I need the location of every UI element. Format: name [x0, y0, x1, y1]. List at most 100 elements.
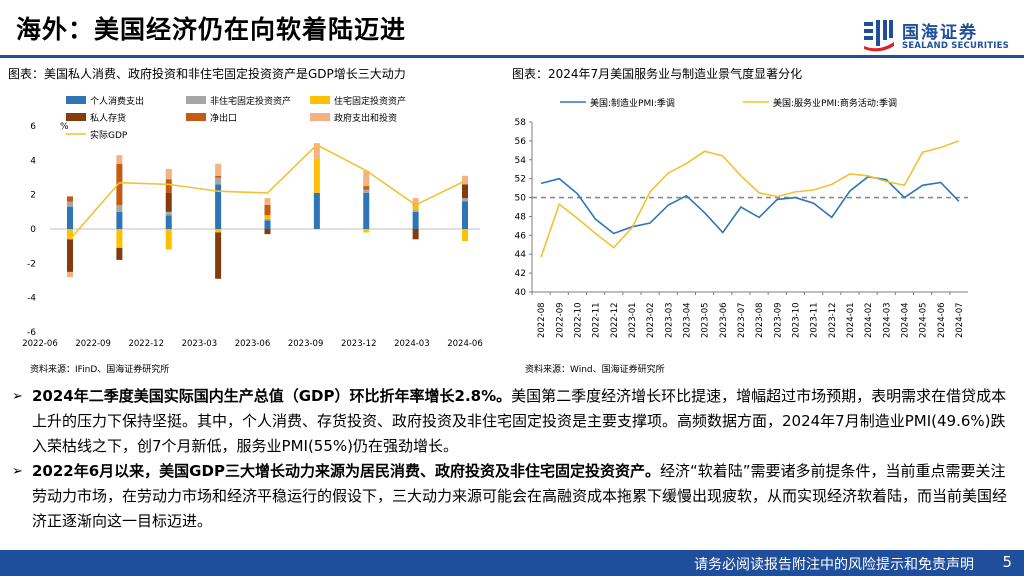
- bullet-text: 经济“软着陆”需要诸多前提条件，当前重点需要关注劳动力市场，在劳动力市场和经济平…: [32, 462, 1008, 530]
- bar-segment: [313, 158, 320, 193]
- logo-english-name: SEALAND SECURITIES: [902, 41, 1009, 51]
- bar-segment: [462, 198, 468, 202]
- page-title: 海外：美国经济仍在向软着陆迈进: [16, 15, 407, 44]
- bullet-text: 美国第二季度经济增长环比提速，增幅超过市场预期，表明需求在借贷成本上升的压力下保…: [32, 387, 1007, 455]
- bar-segment: [264, 220, 271, 229]
- logo-chinese-name: 国海证券: [902, 23, 978, 43]
- bar-segment: [215, 184, 222, 229]
- x-tick-label: 2023-11: [810, 302, 820, 338]
- bar-segment: [264, 229, 271, 235]
- legend-label: 美国:制造业PMI:季调: [590, 97, 675, 109]
- bar-segment: [215, 229, 222, 233]
- bar-segment: [363, 229, 370, 233]
- x-tick-label: 2023-03: [664, 302, 674, 338]
- y-tick-label: -2: [27, 259, 36, 269]
- bar-segment: [215, 177, 222, 185]
- x-tick-label: 2024-04: [900, 302, 910, 338]
- y-tick-label: 40: [515, 288, 527, 298]
- legend-label: 净出口: [210, 112, 237, 124]
- x-tick-label: 2023-03: [182, 339, 218, 349]
- bar-segment: [165, 168, 172, 180]
- bar-segment: [462, 175, 468, 185]
- x-tick-label: 2023-10: [791, 302, 801, 338]
- bar-segment: [313, 143, 320, 159]
- x-tick-label: 2024-03: [394, 339, 430, 349]
- bar-segment: [412, 229, 419, 240]
- legend-label: 住宅固定投资资产: [334, 95, 406, 107]
- y-tick-label: 4: [30, 156, 36, 166]
- chart1-source: 资料来源：IFinD、国海证券研究所: [30, 365, 170, 375]
- sealand-logo-icon: [864, 20, 894, 52]
- x-tick-label: 2022-12: [610, 302, 620, 338]
- bar-segment: [165, 192, 172, 212]
- bullet-item: ➢ 2022年6月以来，美国GDP三大增长动力来源为居民消费、政府投资及非住宅固…: [12, 459, 1012, 534]
- x-tick-label: 2023-09: [773, 302, 783, 338]
- bar-segment: [116, 211, 123, 229]
- legend-swatch: [186, 96, 206, 104]
- legend-label: 个人消费支出: [90, 95, 144, 107]
- arrow-bullet-icon: ➢: [12, 389, 23, 404]
- bar-segment: [462, 184, 468, 199]
- x-tick-label: 2024-06: [937, 302, 947, 338]
- bar-segment: [363, 189, 370, 193]
- x-tick-label: 2023-12: [828, 302, 838, 338]
- bar-segment: [412, 211, 419, 229]
- bar-segment: [165, 211, 172, 216]
- bar-segment: [264, 198, 271, 205]
- bar-segment: [215, 232, 222, 279]
- footer-bar: 请务必阅读报告附注中的风险提示和免责声明 5: [0, 550, 1024, 576]
- bar-segment: [116, 155, 123, 164]
- page-number: 5: [1002, 553, 1012, 571]
- x-tick-label: 2022-09: [75, 339, 111, 349]
- bar-segment: [363, 170, 370, 187]
- bar-segment: [67, 201, 73, 207]
- chart2-source: 资料来源：Wind、国海证券研究所: [525, 365, 665, 375]
- bar-segment: [116, 229, 123, 248]
- bar-segment: [165, 229, 172, 250]
- x-tick-label: 2024-06: [447, 339, 483, 349]
- bar-segment: [116, 204, 123, 212]
- legend-label: 政府支出和投资: [334, 112, 397, 124]
- bar-segment: [67, 229, 73, 240]
- y-tick-label: 54: [515, 156, 527, 166]
- x-tick-label: 2022-11: [592, 302, 602, 338]
- bar-segment: [67, 206, 73, 229]
- gdp-line: [69, 143, 466, 240]
- y-tick-label: 58: [515, 118, 527, 128]
- bar-segment: [363, 186, 370, 190]
- x-tick-label: 2023-04: [682, 302, 692, 338]
- bar-segment: [116, 163, 123, 205]
- y-tick-label: 46: [515, 231, 527, 241]
- bar-segment: [165, 215, 172, 229]
- y-tick-label: 44: [515, 250, 527, 260]
- x-tick-label: 2024-05: [919, 302, 929, 338]
- y-tick-label: 6: [30, 122, 36, 132]
- bar-segment: [264, 218, 271, 221]
- legend-swatch: [66, 96, 86, 104]
- pmi-chart: 美国:制造业PMI:季调 美国:服务业PMI:商务活动:季调 40 42 44 46 48…: [515, 97, 968, 338]
- x-tick-label: 2024-07: [955, 302, 965, 338]
- legend-swatch: [186, 113, 206, 121]
- header-divider: [0, 55, 1024, 58]
- bullet-list: ➢ 2024年二季度美国实际国内生产总值（GDP）环比折年率增长2.8%。美国第…: [12, 384, 1012, 534]
- y-tick-label: 0: [30, 225, 36, 235]
- chart2-legend: 美国:制造业PMI:季调 美国:服务业PMI:商务活动:季调: [560, 97, 897, 109]
- bar-segment: [313, 192, 320, 229]
- bar-segment: [462, 201, 468, 229]
- bullet-bold: 2022年6月以来，美国GDP三大增长动力来源为居民消费、政府投资及非住宅固定投…: [32, 462, 660, 480]
- bar-segment: [412, 198, 419, 204]
- x-tick-label: 2023-01: [628, 302, 638, 338]
- x-tick-label: 2022-10: [573, 302, 583, 338]
- x-tick-label: 2022-12: [128, 339, 164, 349]
- bar-segment: [67, 239, 73, 272]
- bar-segment: [264, 215, 271, 219]
- x-tick-label: 2023-06: [719, 302, 729, 338]
- x-tick-label: 2023-06: [235, 339, 271, 349]
- x-tick-label: 2023-08: [755, 302, 765, 338]
- legend-swatch: [310, 113, 330, 121]
- x-tick-label: 2022-06: [22, 339, 58, 349]
- arrow-bullet-icon: ➢: [12, 464, 23, 479]
- y-tick-label: 42: [515, 269, 526, 279]
- x-tick-label: 2023-02: [646, 302, 656, 338]
